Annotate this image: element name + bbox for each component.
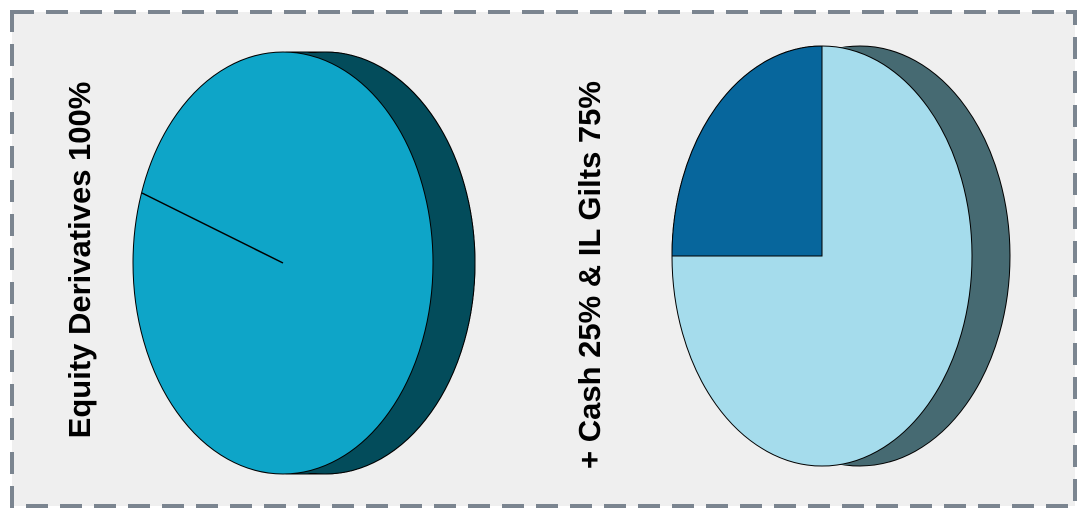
pie-chart-cash-il-gilts <box>671 45 1011 467</box>
pie-slice-cash <box>671 45 823 257</box>
pie-label-cash-il-gilts: + Cash 25% & IL Gilts 75% <box>572 81 607 469</box>
pie-label-equity: Equity Derivatives 100% <box>62 81 97 439</box>
pie-slice-divider <box>141 192 284 264</box>
pie-chart-equity <box>132 51 476 475</box>
